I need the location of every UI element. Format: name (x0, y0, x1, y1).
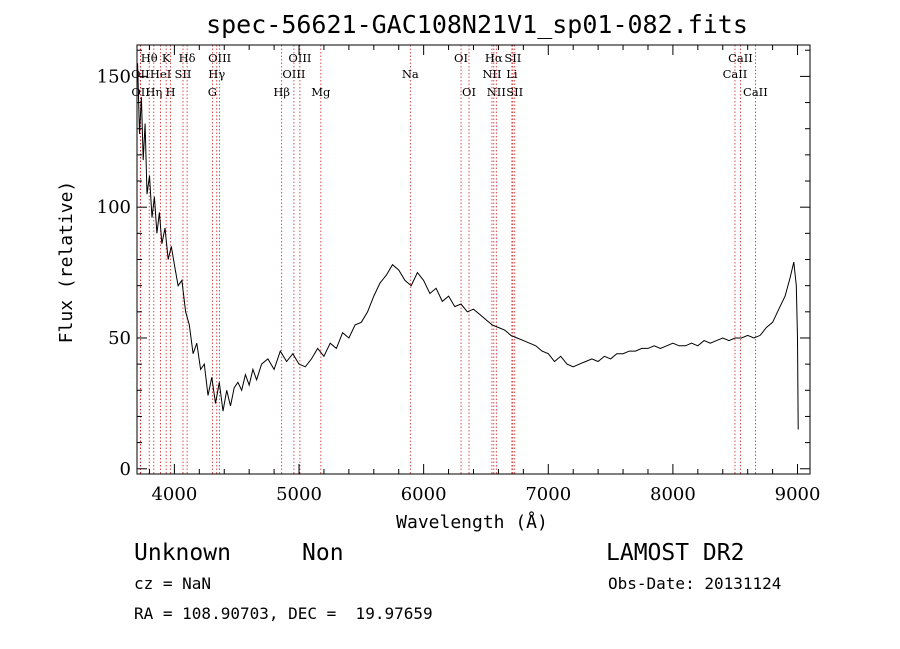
line-label: Hδ (179, 51, 196, 65)
line-label: Na (402, 67, 419, 81)
spectrum-series (137, 63, 799, 430)
line-label: SII (175, 67, 192, 81)
line-label: SII (504, 51, 521, 65)
x-tick-label: 6000 (401, 484, 447, 505)
line-label: OIII (282, 67, 305, 81)
x-tick-label: 7000 (525, 484, 571, 505)
line-label: Hβ (273, 85, 290, 99)
obs-date-label: Obs-Date: 20131124 (608, 574, 781, 593)
line-label: OI (454, 51, 468, 65)
spectral-line-markers (139, 45, 756, 474)
line-label: OIII (208, 51, 231, 65)
line-label: CaII (723, 67, 748, 81)
line-label: Mg (311, 85, 331, 99)
line-label: OII (131, 67, 150, 81)
line-label: OI (462, 85, 476, 99)
y-tick-label: 50 (108, 328, 131, 349)
y-axis-label: Flux (relative) (56, 181, 77, 344)
y-tick-label: 150 (97, 66, 131, 87)
x-tick-label: 8000 (650, 484, 696, 505)
y-tick-label: 0 (120, 459, 131, 480)
line-label: K (162, 51, 171, 65)
line-label: H (166, 85, 176, 99)
line-label: OII (131, 85, 150, 99)
line-label: G (208, 85, 217, 99)
x-tick-label: 9000 (775, 484, 821, 505)
spectral-line-labels: Hθ OII OII K HeI Hη Hδ SII H OIII Hγ G OIII OIII Hβ Mg N… (131, 51, 768, 99)
chart-title: spec-56621-GAC108N21V1_sp01-082.fits (206, 10, 748, 39)
line-label: Hη (145, 85, 162, 99)
line-label: Li (506, 67, 518, 81)
y-tick-label: 100 (97, 197, 131, 218)
cz-label: cz = NaN (134, 574, 211, 593)
line-label: CaII (743, 85, 768, 99)
y-axis-ticks: 0 50 100 150 (97, 49, 810, 480)
line-label: NII (487, 85, 506, 99)
class-label: Unknown (134, 540, 231, 566)
line-label: SII (506, 85, 523, 99)
line-label: HeI (150, 67, 171, 81)
spectrum-line (137, 63, 799, 430)
line-label: CaII (728, 51, 753, 65)
subclass-label: Non (302, 540, 344, 566)
x-axis-ticks: 4000 5000 6000 7000 8000 9000 (148, 45, 821, 505)
line-label: Hα (485, 51, 503, 65)
x-axis-label: Wavelength (Å) (396, 511, 548, 533)
survey-label: LAMOST DR2 (606, 540, 744, 566)
line-label: Hγ (208, 67, 225, 81)
x-tick-label: 5000 (276, 484, 322, 505)
line-label: Hθ (141, 51, 158, 65)
line-label: NII (482, 67, 501, 81)
coords-label: RA = 108.90703, DEC = 19.97659 (134, 604, 433, 623)
plot-frame (136, 44, 811, 475)
x-tick-label: 4000 (151, 484, 197, 505)
line-label: OIII (288, 51, 311, 65)
